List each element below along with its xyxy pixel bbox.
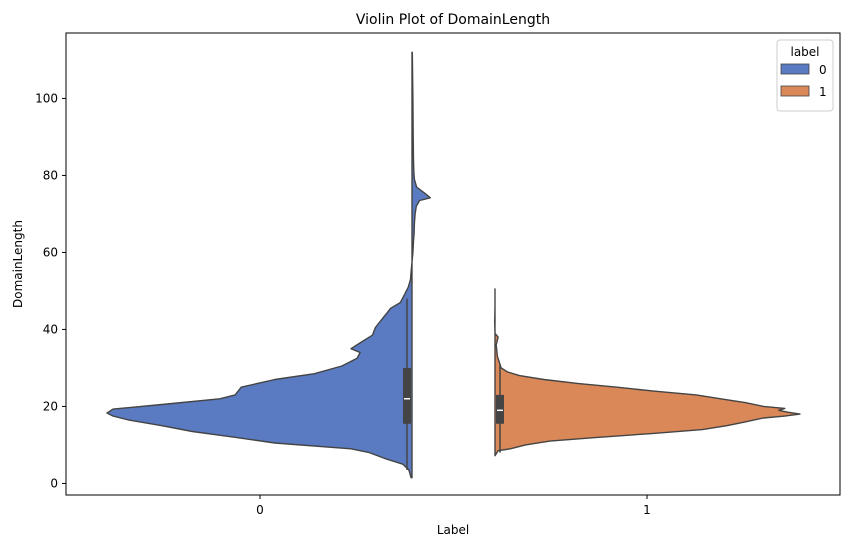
legend-label-0: 0 bbox=[819, 63, 827, 77]
box-0 bbox=[403, 367, 411, 424]
x-tick-label: 1 bbox=[643, 503, 651, 517]
plot-frame bbox=[65, 32, 841, 496]
legend-title: label bbox=[790, 45, 819, 59]
violin-1 bbox=[494, 288, 801, 457]
violin-0 bbox=[106, 51, 431, 479]
legend-label-1: 1 bbox=[819, 85, 827, 99]
y-tick-label: 20 bbox=[43, 399, 58, 413]
y-tick-label: 40 bbox=[43, 322, 58, 336]
box-1 bbox=[496, 394, 504, 424]
x-tick-label: 0 bbox=[256, 503, 264, 517]
y-tick-label: 100 bbox=[35, 91, 58, 105]
legend-swatch-0 bbox=[780, 63, 810, 75]
y-axis: 0 20 40 60 80 100 bbox=[35, 91, 66, 490]
y-tick-label: 60 bbox=[43, 245, 58, 259]
y-tick-label: 80 bbox=[43, 168, 58, 182]
legend-swatch-1 bbox=[780, 85, 810, 97]
chart-title: Violin Plot of DomainLength bbox=[356, 12, 550, 28]
y-tick-label: 0 bbox=[50, 476, 58, 490]
plot-area bbox=[106, 51, 801, 479]
legend: label 0 1 bbox=[776, 39, 834, 112]
x-axis-title: Label bbox=[437, 523, 469, 537]
y-axis-title: DomainLength bbox=[11, 220, 25, 308]
